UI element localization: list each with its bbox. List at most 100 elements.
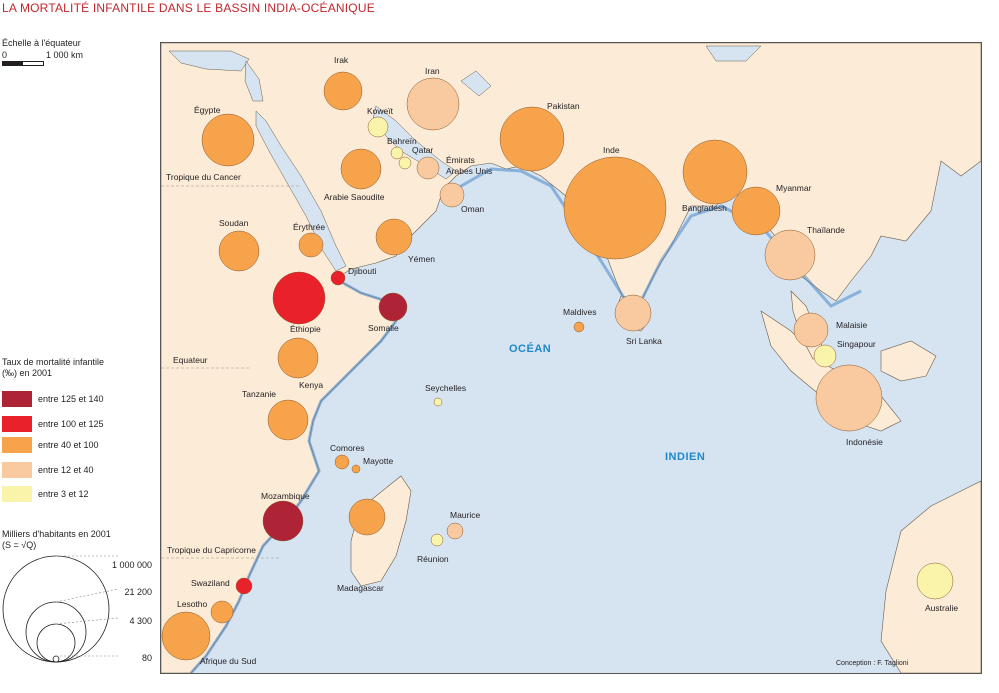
scale-bar xyxy=(2,61,44,66)
label-arabie-saoudite: Arabie Saoudite xyxy=(324,192,385,202)
circle-maurice[interactable] xyxy=(446,522,464,540)
legend-swatch xyxy=(2,486,32,502)
circle-inde[interactable] xyxy=(563,156,667,260)
label-mayotte: Mayotte xyxy=(363,456,394,466)
label-soudan: Soudan xyxy=(219,218,249,228)
circle-soudan[interactable] xyxy=(218,230,260,272)
ocean-label-1: OCÉAN xyxy=(509,342,551,355)
label-irak: Irak xyxy=(334,55,349,65)
label-maldives: Maldives xyxy=(563,307,597,317)
country-labels: Irak Iran Koweït Bahreïn Qatar Émirats A… xyxy=(177,55,958,666)
label-pakistan: Pakistan xyxy=(547,101,580,111)
label-kenya: Kenya xyxy=(299,380,323,390)
map-frame: Tropique du Cancer Equateur Tropique du … xyxy=(160,42,982,674)
circle-emirats[interactable] xyxy=(416,156,440,180)
label-emirats-1: Émirats xyxy=(446,155,475,165)
circle-madagascar[interactable] xyxy=(348,498,386,536)
circle-comores[interactable] xyxy=(334,454,350,470)
tropic-capricorn-label: Tropique du Capricorne xyxy=(167,545,256,555)
label-myanmar: Myanmar xyxy=(776,183,812,193)
circle-seychelles[interactable] xyxy=(433,397,443,407)
legend-swatch xyxy=(2,437,32,453)
circle-swaziland[interactable] xyxy=(235,577,253,595)
legend-class-1: entre 125 et 140 xyxy=(2,391,104,407)
circle-iran[interactable] xyxy=(406,77,460,131)
size-circle-1000000 xyxy=(2,555,110,663)
label-koweit: Koweït xyxy=(367,106,394,116)
circle-malaisie[interactable] xyxy=(793,312,829,348)
circle-arabie-saoudite[interactable] xyxy=(340,148,382,190)
label-emirats-2: Arabes Unis xyxy=(446,166,492,176)
label-bahrein: Bahreïn xyxy=(387,136,417,146)
legend-rate-title-line2: (‰) en 2001 xyxy=(2,368,53,378)
circle-yemen[interactable] xyxy=(375,218,413,256)
circle-ethiopie[interactable] xyxy=(272,271,326,325)
label-reunion: Réunion xyxy=(417,554,449,564)
legend-class-label: entre 40 et 100 xyxy=(38,440,99,450)
circle-irak[interactable] xyxy=(323,71,363,111)
label-malaisie: Malaisie xyxy=(836,320,867,330)
map-title: LA MORTALITÉ INFANTILE DANS LE BASSIN IN… xyxy=(2,1,375,15)
circle-qatar[interactable] xyxy=(398,156,412,170)
scale-start: 0 xyxy=(2,50,8,60)
label-somalie: Somalie xyxy=(368,323,399,333)
circle-erythree[interactable] xyxy=(298,232,324,258)
size-value-4: 80 xyxy=(141,653,152,663)
label-swaziland: Swaziland xyxy=(191,578,230,588)
circle-thailande[interactable] xyxy=(764,229,816,281)
ocean-label-2: INDIEN xyxy=(665,451,705,463)
size-value-1: 1 000 000 xyxy=(111,560,152,570)
circle-somalie[interactable] xyxy=(378,292,408,322)
size-value-2: 21 200 xyxy=(124,587,152,597)
circle-lesotho[interactable] xyxy=(210,600,234,624)
size-value-3: 4 300 xyxy=(129,616,152,626)
circle-myanmar[interactable] xyxy=(731,186,781,236)
circle-djibouti[interactable] xyxy=(330,270,346,286)
label-oman: Oman xyxy=(461,204,484,214)
label-ethiopie: Éthiopie xyxy=(290,324,321,334)
circle-mozambique[interactable] xyxy=(262,500,304,542)
circle-koweit[interactable] xyxy=(367,116,389,138)
circle-kenya[interactable] xyxy=(277,337,319,379)
circle-reunion[interactable] xyxy=(430,533,444,547)
scale-label: Échelle à l'équateur xyxy=(2,38,81,48)
label-inde: Inde xyxy=(603,145,620,155)
label-qatar: Qatar xyxy=(412,145,433,155)
label-afrique-du-sud: Afrique du Sud xyxy=(200,656,257,666)
label-lesotho: Lesotho xyxy=(177,599,208,609)
country-circles xyxy=(161,71,954,661)
label-yemen: Yémen xyxy=(408,254,435,264)
circle-australie[interactable] xyxy=(916,562,954,600)
label-indonesie: Indonésie xyxy=(846,437,883,447)
circle-mayotte[interactable] xyxy=(351,464,361,474)
label-sri-lanka: Sri Lanka xyxy=(626,336,662,346)
legend-class-label: entre 125 et 140 xyxy=(38,394,104,404)
legend-class-label: entre 12 et 40 xyxy=(38,465,94,475)
scale-end: 1 000 km xyxy=(46,50,84,60)
credit: Conception : F. Taglioni xyxy=(836,660,909,667)
circle-singapour[interactable] xyxy=(813,344,837,368)
label-mozambique: Mozambique xyxy=(261,491,310,501)
circle-maldives[interactable] xyxy=(573,321,585,333)
circle-tanzanie[interactable] xyxy=(267,399,309,441)
legend-size-title: Milliers d'habitants en 2001 (S = √Q) xyxy=(2,529,111,551)
legend-class-4: entre 12 et 40 xyxy=(2,462,94,478)
circle-afrique-du-sud[interactable] xyxy=(161,611,211,661)
label-comores: Comores xyxy=(330,443,364,453)
circle-pakistan[interactable] xyxy=(499,106,565,172)
circle-indonesie[interactable] xyxy=(815,364,883,432)
label-erythree: Érythrée xyxy=(293,222,325,232)
circle-sri-lanka[interactable] xyxy=(614,294,652,332)
circle-oman[interactable] xyxy=(439,182,465,208)
label-egypte: Égypte xyxy=(194,105,221,115)
legend-swatch xyxy=(2,462,32,478)
circle-egypte[interactable] xyxy=(201,113,255,167)
label-thailande: Thaïlande xyxy=(807,225,845,235)
legend-size-circles xyxy=(2,555,119,663)
legend-rate-title-line1: Taux de mortalité infantile xyxy=(2,357,105,367)
legend-class-label: entre 3 et 12 xyxy=(38,489,89,499)
circle-bangladesh[interactable] xyxy=(682,139,748,205)
label-singapour: Singapour xyxy=(837,339,876,349)
circle-bahrein[interactable] xyxy=(390,146,404,160)
legend-class-2: entre 100 et 125 xyxy=(2,416,104,432)
